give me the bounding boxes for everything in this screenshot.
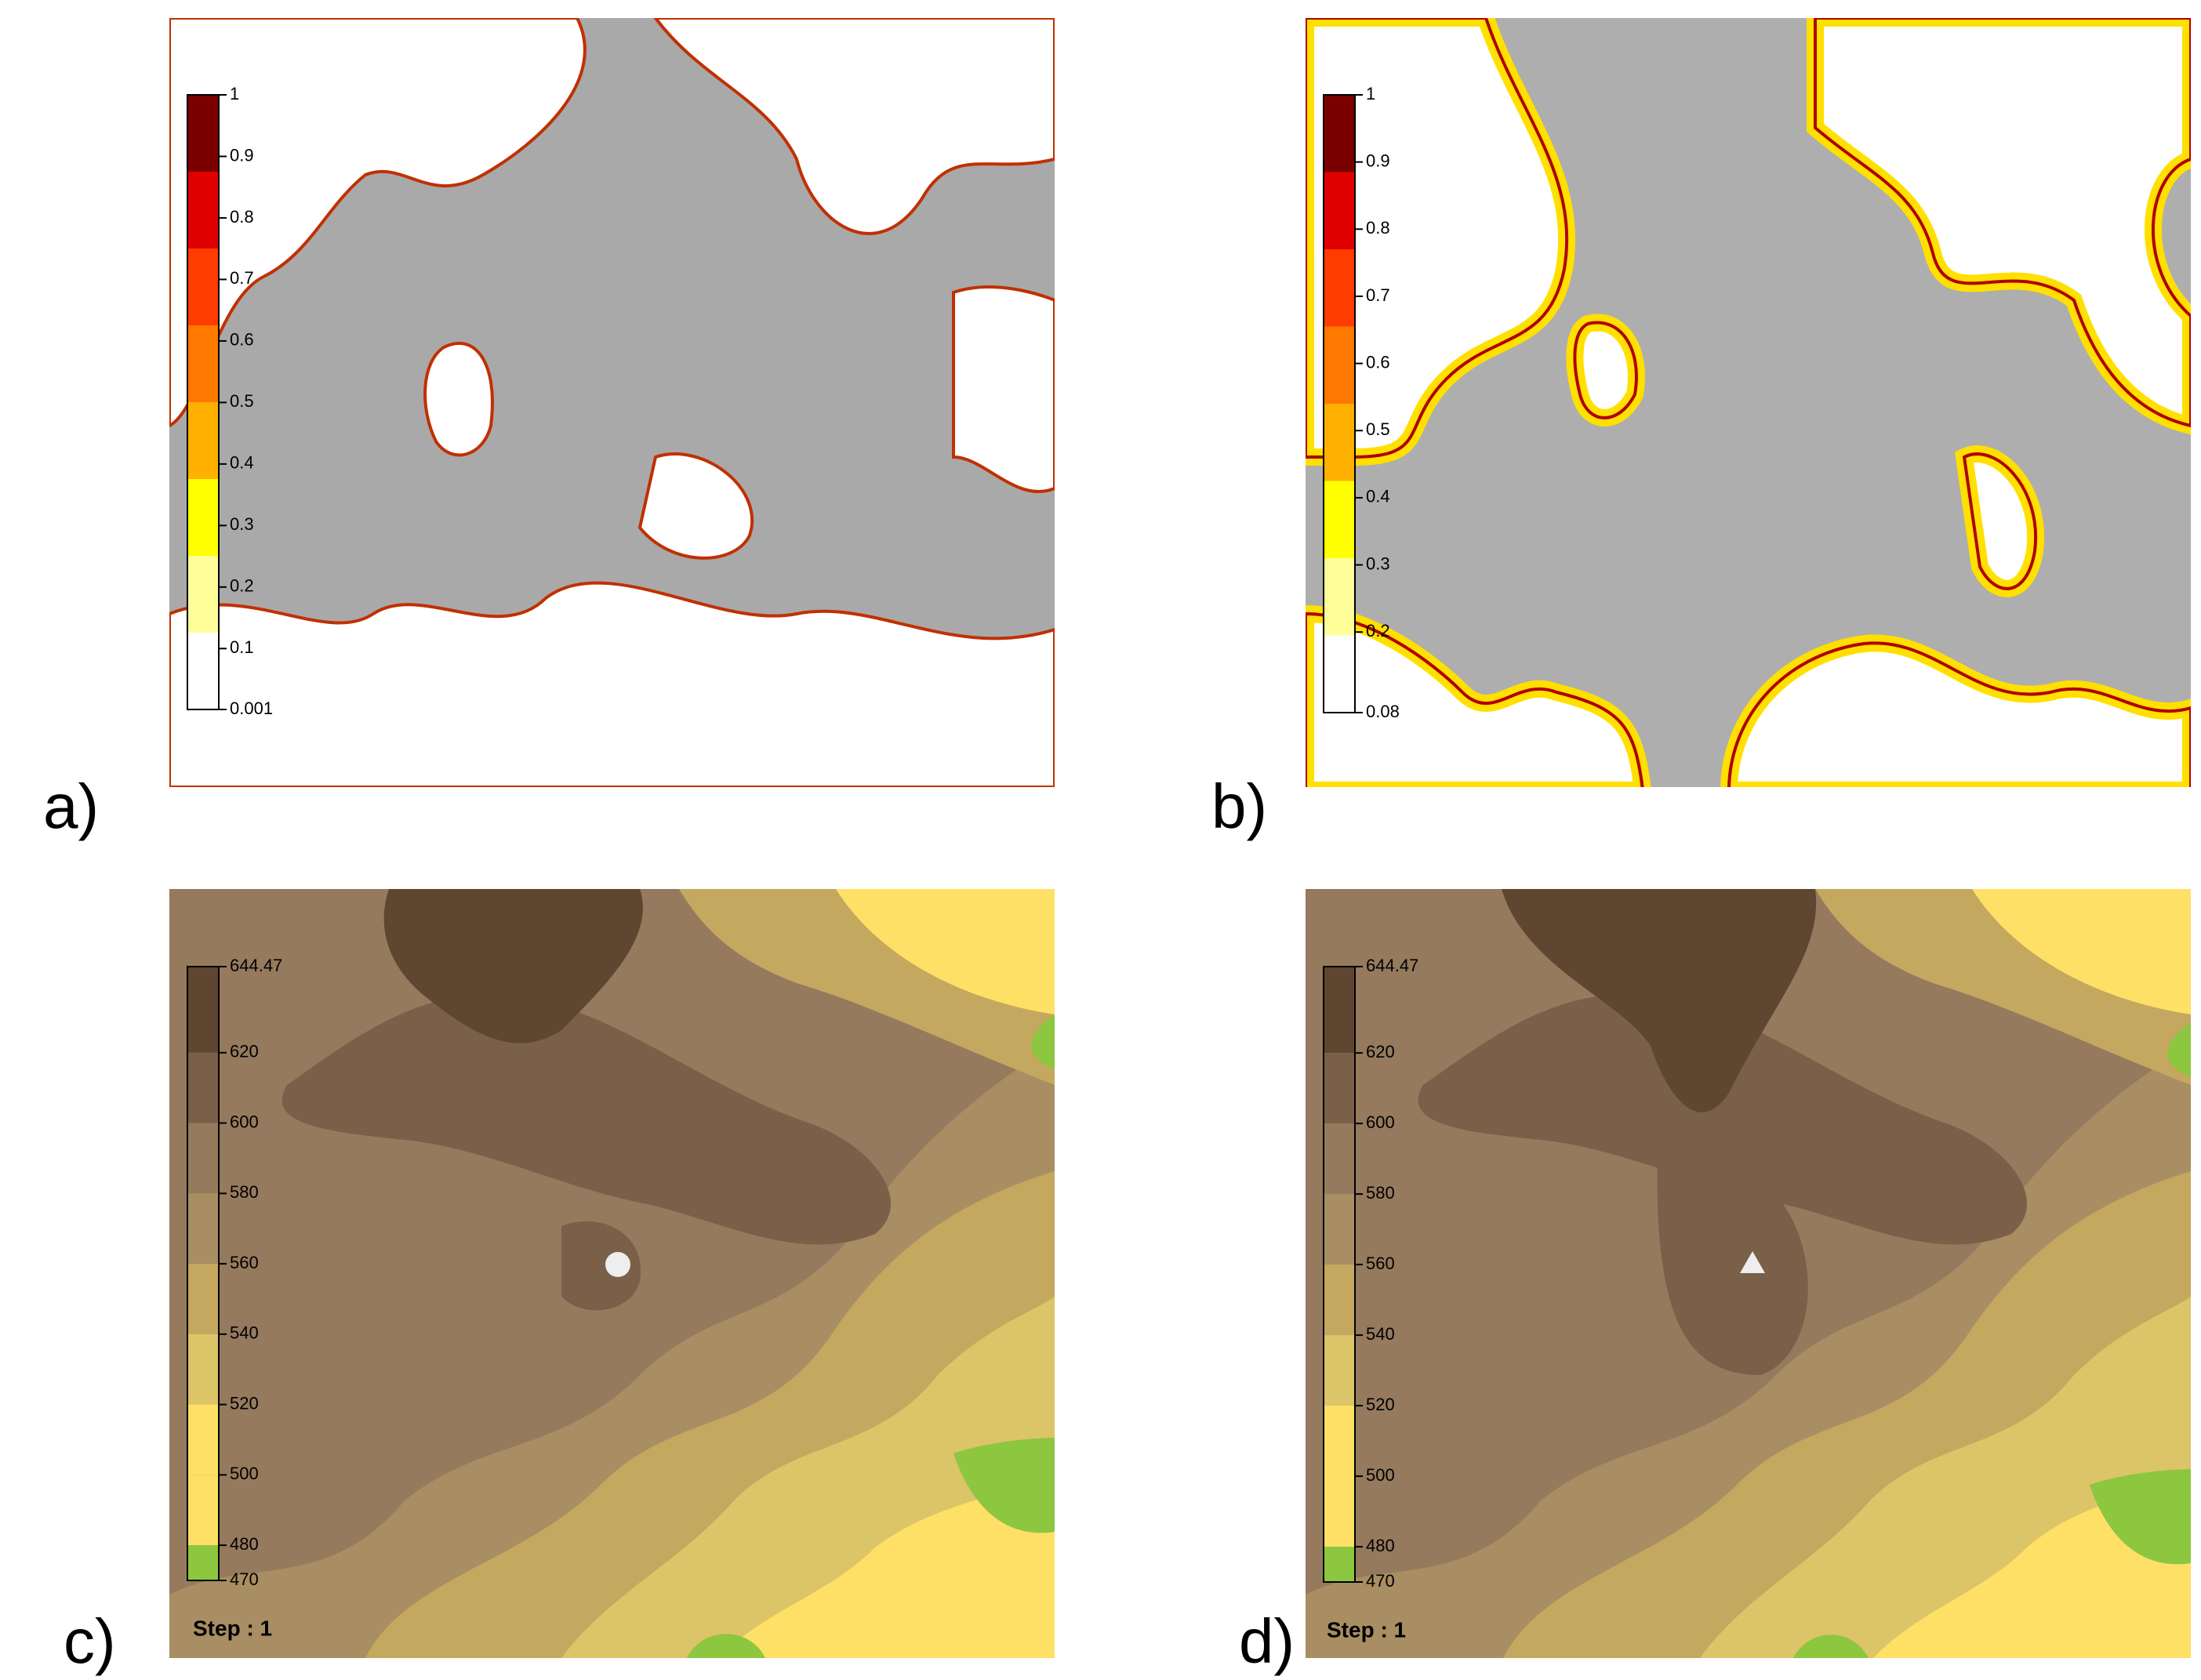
legend-tick-label: 560 — [1366, 1254, 1395, 1273]
legend-tick-label: 0.9 — [1366, 151, 1390, 170]
legend-tick-label: 644.47 — [230, 956, 282, 975]
legend-band — [1324, 1476, 1355, 1547]
panel-label: c) — [64, 1606, 116, 1676]
legend-band — [187, 1545, 219, 1580]
figure: a) b) c) d) Step : 1 Step : 1 1 0.9 0.8 0.7… — [0, 0, 2201, 1676]
legend-band — [1324, 481, 1355, 559]
legend-band — [187, 479, 219, 556]
legend-tick-label: 0.4 — [230, 453, 254, 473]
legend-band — [1324, 95, 1355, 172]
legend-tick-label: 620 — [230, 1042, 259, 1061]
legend-band — [1324, 636, 1355, 713]
legend-band — [187, 1053, 219, 1123]
legend-tick-label: 470 — [230, 1569, 259, 1589]
legend-tick-label: 520 — [1366, 1395, 1395, 1414]
legend-tick-label: 540 — [1366, 1324, 1395, 1344]
legend-tick-label: 0.3 — [1366, 553, 1390, 573]
legend-tick-label: 540 — [230, 1323, 259, 1343]
legend-band — [187, 1334, 219, 1405]
legend-band — [187, 1405, 219, 1475]
step-label: Step : 1 — [1327, 1617, 1406, 1642]
legend-tick-label: 470 — [1366, 1571, 1395, 1591]
legend-band — [1324, 249, 1355, 327]
legend-tick-label: 0.6 — [230, 330, 254, 350]
legend-band — [1324, 967, 1355, 1053]
map-a — [169, 18, 1055, 787]
legend-tick-label: 0.1 — [230, 637, 254, 657]
legend-band — [187, 1123, 219, 1194]
legend-tick-label: 600 — [1366, 1112, 1395, 1132]
legend-tick-label: 0.001 — [230, 698, 273, 718]
legend-tick-label: 560 — [230, 1253, 259, 1272]
legend-tick-label: 1 — [1366, 84, 1375, 103]
page: {"panels": [ {"label": "a)", "legend": {… — [0, 0, 2201, 1676]
step-label: Step : 1 — [193, 1616, 272, 1640]
map-c — [169, 889, 1055, 1658]
legend-tick-label: 0.5 — [230, 391, 254, 411]
legend-tick-label: 0.08 — [1366, 702, 1400, 721]
legend-tick-label: 1 — [230, 84, 239, 103]
legend-band — [1324, 172, 1355, 250]
legend-band — [187, 1193, 219, 1264]
legend-tick-label: 500 — [1366, 1465, 1395, 1485]
legend-band — [187, 402, 219, 479]
legend-tick-label: 620 — [1366, 1042, 1395, 1061]
legend-tick-label: 0.3 — [230, 514, 254, 534]
panel-label: a) — [43, 771, 99, 841]
map-d — [1306, 889, 2191, 1661]
legend-tick-label: 520 — [230, 1393, 259, 1413]
legend-tick-label: 0.2 — [1366, 621, 1390, 640]
legend-band — [1324, 1335, 1355, 1406]
legend-band — [187, 556, 219, 633]
legend-band — [187, 325, 219, 402]
legend-tick-label: 600 — [230, 1112, 259, 1131]
legend-band — [1324, 1123, 1355, 1194]
legend-band — [187, 95, 219, 172]
legend-band — [1324, 1194, 1355, 1265]
legend-tick-label: 0.5 — [1366, 419, 1390, 439]
legend-tick-label: 480 — [1366, 1536, 1395, 1555]
legend-band — [1324, 327, 1355, 405]
legend-band — [187, 1475, 219, 1545]
legend-tick-label: 0.8 — [1366, 218, 1390, 238]
legend-tick-label: 0.2 — [230, 576, 254, 596]
legend-band — [1324, 1406, 1355, 1476]
legend-tick-label: 0.6 — [1366, 352, 1390, 372]
legend-tick-label: 0.7 — [230, 268, 254, 288]
legend-band — [187, 172, 219, 249]
legend-tick-label: 0.4 — [1366, 487, 1390, 506]
legend-tick-label: 0.9 — [230, 145, 254, 165]
legend-band — [187, 633, 219, 709]
legend-band — [1324, 1265, 1355, 1335]
panel-label: b) — [1211, 771, 1267, 841]
legend-tick-label: 480 — [230, 1534, 259, 1554]
legend-band — [187, 1264, 219, 1334]
legend-tick-label: 0.8 — [230, 207, 254, 227]
panel-label: d) — [1239, 1606, 1295, 1676]
legend-tick-label: 580 — [1366, 1183, 1395, 1203]
site-marker — [605, 1252, 630, 1277]
legend-tick-label: 0.7 — [1366, 285, 1390, 305]
legend-tick-label: 500 — [230, 1464, 259, 1483]
legend-tick-label: 580 — [230, 1182, 259, 1202]
legend-band — [187, 249, 219, 325]
legend-band — [1324, 1053, 1355, 1123]
legend-band — [1324, 404, 1355, 481]
legend-band — [187, 967, 219, 1053]
map-b — [1306, 18, 2191, 790]
legend-band — [1324, 1547, 1355, 1582]
legend-band — [1324, 558, 1355, 636]
legend-tick-label: 644.47 — [1366, 956, 1418, 975]
